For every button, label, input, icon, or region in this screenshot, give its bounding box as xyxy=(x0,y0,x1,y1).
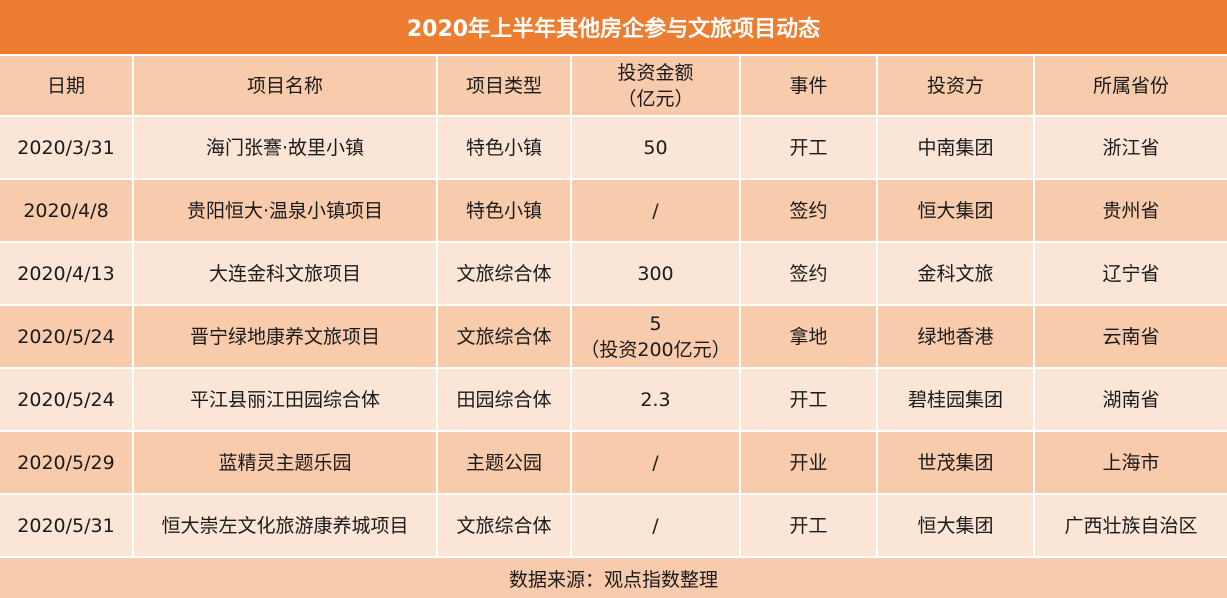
cell-project-type: 特色小镇 xyxy=(437,179,572,243)
table-row: 2020/3/31 海门张謇·故里小镇 特色小镇 50 开工 中南集团 浙江省 xyxy=(0,116,1227,180)
header-row: 日期 项目名称 项目类型 投资金额 （亿元） 事件 投资方 所属省份 xyxy=(0,56,1227,117)
project-table: 日期 项目名称 项目类型 投资金额 （亿元） 事件 投资方 所属省份 2020/… xyxy=(0,56,1227,558)
cell-amount: 300 xyxy=(571,242,741,306)
header-province: 所属省份 xyxy=(1034,56,1227,117)
cell-project-name: 平江县丽江田园综合体 xyxy=(133,368,438,432)
cell-project-type: 文旅综合体 xyxy=(437,494,572,558)
header-date: 日期 xyxy=(0,56,134,117)
cell-investor: 碧桂园集团 xyxy=(877,368,1035,432)
cell-event: 开工 xyxy=(740,368,878,432)
cell-date: 2020/5/24 xyxy=(0,305,134,369)
cell-date: 2020/4/13 xyxy=(0,242,134,306)
table-row: 2020/5/24 晋宁绿地康养文旅项目 文旅综合体 5 （投资200亿元） 拿… xyxy=(0,305,1227,369)
table-row: 2020/4/8 贵阳恒大·温泉小镇项目 特色小镇 / 签约 恒大集团 贵州省 xyxy=(0,179,1227,243)
cell-event: 开工 xyxy=(740,116,878,180)
cell-project-type: 特色小镇 xyxy=(437,116,572,180)
cell-amount: / xyxy=(571,431,741,495)
cell-date: 2020/5/31 xyxy=(0,494,134,558)
cell-amount: 2.3 xyxy=(571,368,741,432)
cell-project-name: 晋宁绿地康养文旅项目 xyxy=(133,305,438,369)
cell-project-name: 大连金科文旅项目 xyxy=(133,242,438,306)
cell-project-type: 文旅综合体 xyxy=(437,242,572,306)
cell-province: 湖南省 xyxy=(1034,368,1227,432)
header-amount-unit: （亿元） xyxy=(617,87,694,110)
cell-project-type: 田园综合体 xyxy=(437,368,572,432)
cell-investor: 绿地香港 xyxy=(877,305,1035,369)
header-event: 事件 xyxy=(740,56,878,117)
cell-province: 广西壮族自治区 xyxy=(1034,494,1227,558)
cell-event: 拿地 xyxy=(740,305,878,369)
table-row: 2020/5/24 平江县丽江田园综合体 田园综合体 2.3 开工 碧桂园集团 … xyxy=(0,368,1227,432)
cell-project-type: 文旅综合体 xyxy=(437,305,572,369)
header-project-type: 项目类型 xyxy=(437,56,572,117)
cell-amount: 5 （投资200亿元） xyxy=(571,305,741,369)
cell-event: 开业 xyxy=(740,431,878,495)
cell-province: 贵州省 xyxy=(1034,179,1227,243)
header-investor: 投资方 xyxy=(877,56,1035,117)
cell-investor: 中南集团 xyxy=(877,116,1035,180)
header-investment-amount: 投资金额 （亿元） xyxy=(571,56,741,117)
cell-event: 签约 xyxy=(740,179,878,243)
cell-amount-value: 5 xyxy=(649,312,662,335)
cell-province: 云南省 xyxy=(1034,305,1227,369)
cell-event: 签约 xyxy=(740,242,878,306)
cell-project-name: 贵阳恒大·温泉小镇项目 xyxy=(133,179,438,243)
table-row: 2020/4/13 大连金科文旅项目 文旅综合体 300 签约 金科文旅 辽宁省 xyxy=(0,242,1227,306)
cell-date: 2020/5/24 xyxy=(0,368,134,432)
cell-amount: 50 xyxy=(571,116,741,180)
table-title: 2020年上半年其他房企参与文旅项目动态 xyxy=(0,0,1227,54)
cell-amount-note: （投资200亿元） xyxy=(580,338,731,361)
cell-amount: / xyxy=(571,179,741,243)
cell-investor: 恒大集团 xyxy=(877,179,1035,243)
cell-date: 2020/5/29 xyxy=(0,431,134,495)
cell-project-type: 主题公园 xyxy=(437,431,572,495)
cell-project-name: 恒大崇左文化旅游康养城项目 xyxy=(133,494,438,558)
table-row: 2020/5/31 恒大崇左文化旅游康养城项目 文旅综合体 / 开工 恒大集团 … xyxy=(0,494,1227,558)
cell-date: 2020/4/8 xyxy=(0,179,134,243)
cell-province: 上海市 xyxy=(1034,431,1227,495)
header-amount-label: 投资金额 xyxy=(617,61,694,84)
cell-date: 2020/3/31 xyxy=(0,116,134,180)
cell-province: 浙江省 xyxy=(1034,116,1227,180)
cell-province: 辽宁省 xyxy=(1034,242,1227,306)
cell-investor: 世茂集团 xyxy=(877,431,1035,495)
header-project-name: 项目名称 xyxy=(133,56,438,117)
cell-event: 开工 xyxy=(740,494,878,558)
cell-amount: / xyxy=(571,494,741,558)
cell-project-name: 海门张謇·故里小镇 xyxy=(133,116,438,180)
table-row: 2020/5/29 蓝精灵主题乐园 主题公园 / 开业 世茂集团 上海市 xyxy=(0,431,1227,495)
cell-project-name: 蓝精灵主题乐园 xyxy=(133,431,438,495)
cell-investor: 恒大集团 xyxy=(877,494,1035,558)
source-note: 数据来源：观点指数整理 xyxy=(0,558,1227,598)
cell-investor: 金科文旅 xyxy=(877,242,1035,306)
